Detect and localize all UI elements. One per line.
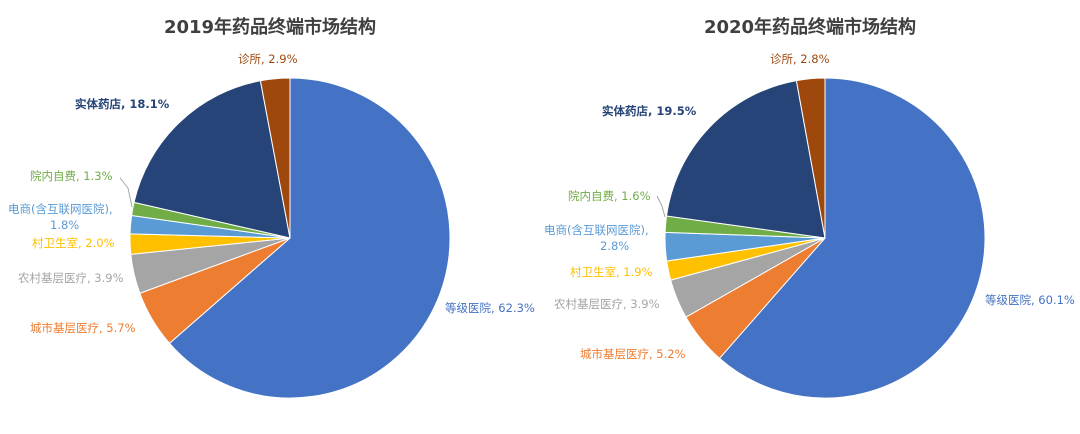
- slice-label-clinic: 诊所, 2.9%: [238, 52, 298, 66]
- slice-label-hospital: 等级医院, 62.3%: [445, 301, 535, 315]
- slice-label-ecommerce: 电商(含互联网医院),: [8, 202, 113, 216]
- slice-label-village: 村卫生室, 2.0%: [32, 236, 115, 250]
- slice-label-rural: 农村基层医疗, 3.9%: [554, 297, 660, 311]
- slice-label-inhospital: 院内自费, 1.6%: [568, 189, 651, 203]
- pie-slice-hospital: [168, 77, 451, 399]
- slice-label-pharmacy: 实体药店, 19.5%: [602, 104, 697, 118]
- slice-label-city: 城市基层医疗, 5.2%: [580, 347, 686, 361]
- leader-line-inhospital: [656, 195, 666, 218]
- slice-label-pharmacy: 实体药店, 18.1%: [75, 97, 170, 111]
- slice-label-hospital: 等级医院, 60.1%: [985, 293, 1075, 307]
- leader-line-inhospital: [119, 177, 133, 208]
- slice-label-village: 村卫生室, 1.9%: [570, 265, 653, 279]
- slice-label-clinic: 诊所, 2.8%: [770, 52, 830, 66]
- slice-label-ecommerce: 电商(含互联网医院),: [544, 223, 649, 237]
- slice-label-rural: 农村基层医疗, 3.9%: [18, 271, 124, 285]
- pie-slice-pharmacy: [665, 79, 826, 239]
- pie-slice-pharmacy: [133, 80, 291, 239]
- slice-label-city: 城市基层医疗, 5.7%: [30, 321, 136, 335]
- pie-chart-2020: 2020年药品终端市场结构 等级医院, 60.1% 城市基层医疗, 5.2% 农村基…: [540, 0, 1080, 434]
- slice-label-inhospital: 院内自费, 1.3%: [30, 169, 113, 183]
- chart-title-2019: 2019年药品终端市场结构: [163, 17, 377, 38]
- chart-title-2020: 2020年药品终端市场结构: [703, 17, 917, 38]
- slice-value-ecommerce: 2.8%: [600, 239, 629, 253]
- pie-slice-clinic: [795, 77, 826, 239]
- pie-slice-hospital: [718, 77, 986, 399]
- slice-value-ecommerce: 1.8%: [50, 218, 79, 232]
- pie-chart-2020-svg: 等级医院, 60.1% 城市基层医疗, 5.2% 农村基层医疗, 3.9% 村卫生室,…: [544, 52, 1075, 399]
- pie-chart-2019: 2019年药品终端市场结构 等级医院, 62.3% 城市基层医疗, 5.7% 农村基…: [8, 17, 535, 399]
- pie-slice-clinic: [259, 77, 291, 239]
- pie-chart-2019-svg: 等级医院, 62.3% 城市基层医疗, 5.7% 农村基层医疗, 3.9% 村卫生室,…: [8, 52, 535, 399]
